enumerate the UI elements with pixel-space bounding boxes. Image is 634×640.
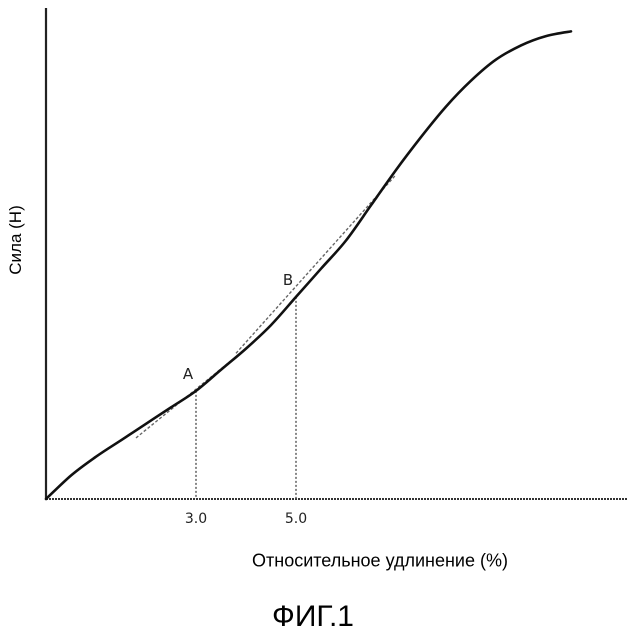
point-label-a: A [183,365,194,383]
tangent-line-b [236,175,396,354]
y-axis-label: Сила (Н) [6,205,26,274]
point-label-b: B [283,271,293,289]
x-axis-label: Относительное удлинение (%) [252,551,508,572]
x-tick-label: 5.0 [285,511,307,527]
x-tick-label: 3.0 [185,511,207,527]
figure-caption: ФИГ.1 [272,600,354,634]
force-curve [46,31,571,499]
